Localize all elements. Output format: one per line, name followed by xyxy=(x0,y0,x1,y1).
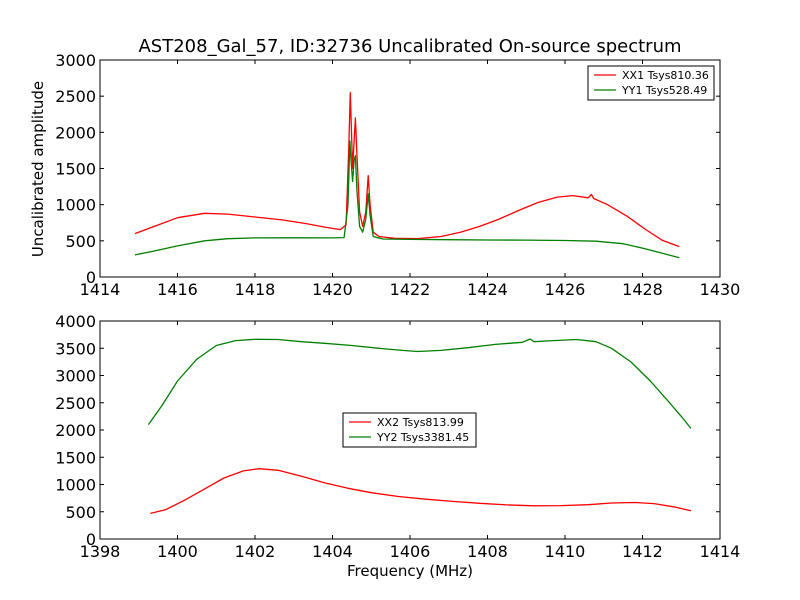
y-tick-label-1-5: 2500 xyxy=(55,394,96,413)
x-tick-label-0-4: 1422 xyxy=(390,280,431,299)
x-axis-label: Frequency (MHz) xyxy=(347,562,473,580)
series-line-1-1 xyxy=(147,338,692,429)
y-tick-label-0-1: 500 xyxy=(65,232,96,251)
x-tick-label-1-3: 1404 xyxy=(312,542,353,561)
x-tick-label-0-5: 1424 xyxy=(467,280,508,299)
x-tick-label-1-1: 1400 xyxy=(157,542,198,561)
x-tick-label-0-6: 1426 xyxy=(545,280,586,299)
y-tick-label-1-6: 3000 xyxy=(55,367,96,386)
x-tick-label-1-5: 1408 xyxy=(467,542,508,561)
x-tick-label-1-8: 1414 xyxy=(700,542,741,561)
y-tick-label-0-3: 1500 xyxy=(55,160,96,179)
legend-0: XX1 Tsys810.36 YY1 Tsys528.49 xyxy=(587,65,715,101)
y-tick-label-1-1: 500 xyxy=(65,503,96,522)
x-tick-label-0-8: 1430 xyxy=(700,280,741,299)
series-line-0-1 xyxy=(134,140,680,259)
legend-label-0-1: YY1 Tsys528.49 xyxy=(621,84,707,97)
series-line-1-0 xyxy=(150,468,692,515)
legend-label-0-0: XX1 Tsys810.36 xyxy=(622,69,709,82)
y-tick-label-0-0: 0 xyxy=(86,268,96,287)
y-tick-label-0-2: 1000 xyxy=(55,196,96,215)
x-tick-label-1-4: 1406 xyxy=(390,542,431,561)
y-tick-label-1-2: 1000 xyxy=(55,476,96,495)
y-axis-label: Uncalibrated amplitude xyxy=(29,81,47,257)
legend-label-1-1: YY2 Tsys3381.45 xyxy=(376,431,469,444)
legend-label-1-0: XX2 Tsys813.99 xyxy=(377,416,464,429)
legend-box-1 xyxy=(342,412,477,448)
y-tick-label-0-4: 2000 xyxy=(55,123,96,142)
y-tick-label-1-3: 1500 xyxy=(55,448,96,467)
series-line-0-0 xyxy=(134,91,680,248)
x-tick-label-0-3: 1420 xyxy=(312,280,353,299)
y-tick-label-1-0: 0 xyxy=(86,530,96,549)
figure-title: AST208_Gal_57, ID:32736 Uncalibrated On-… xyxy=(138,36,681,57)
y-tick-label-0-6: 3000 xyxy=(55,51,96,70)
x-tick-label-0-2: 1418 xyxy=(235,280,276,299)
y-tick-label-1-4: 2000 xyxy=(55,421,96,440)
top-panel-plot: 1414 1416 1418 1420 1422 1424 1426 1428 1430 0 500… xyxy=(55,51,740,299)
x-tick-label-1-2: 1402 xyxy=(235,542,276,561)
x-tick-label-0-1: 1416 xyxy=(157,280,198,299)
bottom-panel-plot: 1398 1400 1402 1404 1406 1408 1410 1412 1414 0 500… xyxy=(55,312,740,561)
legend-1: XX2 Tsys813.99 YY2 Tsys3381.45 xyxy=(342,412,477,448)
x-tick-label-1-6: 1410 xyxy=(545,542,586,561)
x-tick-label-1-7: 1412 xyxy=(622,542,663,561)
y-tick-label-1-8: 4000 xyxy=(55,312,96,331)
x-tick-label-0-0: 1414 xyxy=(80,280,121,299)
x-tick-label-1-0: 1398 xyxy=(80,542,121,561)
x-tick-label-0-7: 1428 xyxy=(622,280,663,299)
legend-box-0 xyxy=(587,65,715,101)
y-tick-label-1-7: 3500 xyxy=(55,339,96,358)
y-tick-label-0-5: 2500 xyxy=(55,87,96,106)
